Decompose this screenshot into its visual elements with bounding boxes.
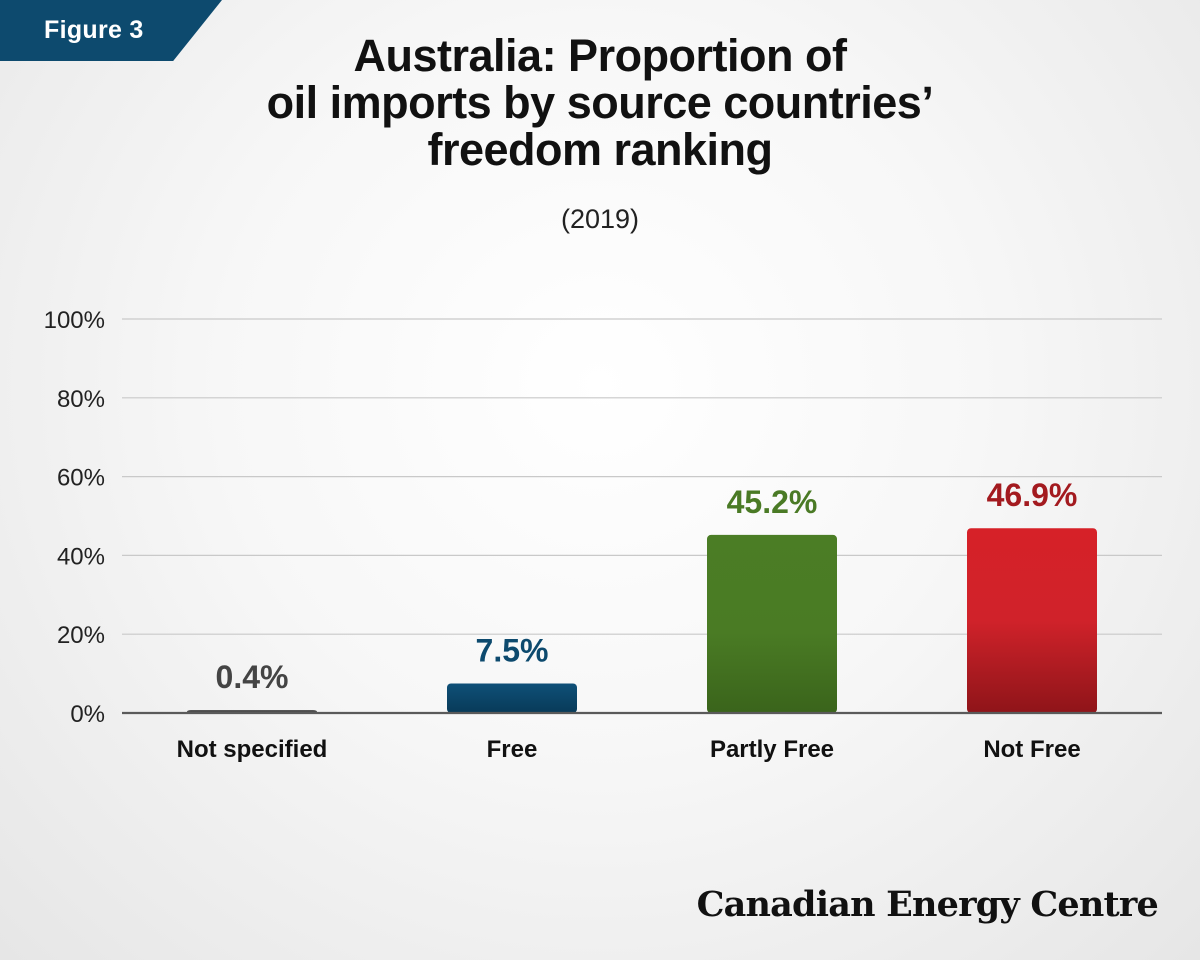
data-label: 46.9% (987, 477, 1078, 513)
y-tick-label: 100% (44, 307, 105, 334)
figure-label: Figure 3 (44, 16, 144, 44)
data-label: 0.4% (216, 659, 289, 695)
y-tick-label: 60% (57, 465, 105, 492)
chart-title-line-3: freedom ranking (427, 124, 773, 175)
y-tick-label: 0% (70, 701, 105, 728)
chart-title-line-2: oil imports by source countries’ (266, 77, 934, 128)
x-tick-label: Free (487, 736, 538, 763)
chart-title: Australia: Proportion of oil imports by … (0, 32, 1200, 173)
chart-title-line-1: Australia: Proportion of (353, 30, 848, 81)
data-label: 7.5% (476, 632, 549, 668)
x-tick-label: Not Free (983, 736, 1080, 763)
bar (967, 528, 1097, 713)
y-tick-label: 40% (57, 543, 105, 570)
bar (447, 683, 577, 713)
data-label: 45.2% (727, 484, 818, 520)
x-tick-label: Not specified (177, 736, 328, 763)
chart-subtitle: (2019) (560, 204, 640, 234)
brand-logo: Canadian Energy Centre (696, 884, 1159, 925)
y-tick-label: 80% (57, 386, 105, 413)
bar (707, 534, 837, 713)
figure-tag: Figure 3 (0, 0, 222, 61)
x-tick-label: Partly Free (710, 736, 834, 763)
y-tick-label: 20% (57, 622, 105, 649)
